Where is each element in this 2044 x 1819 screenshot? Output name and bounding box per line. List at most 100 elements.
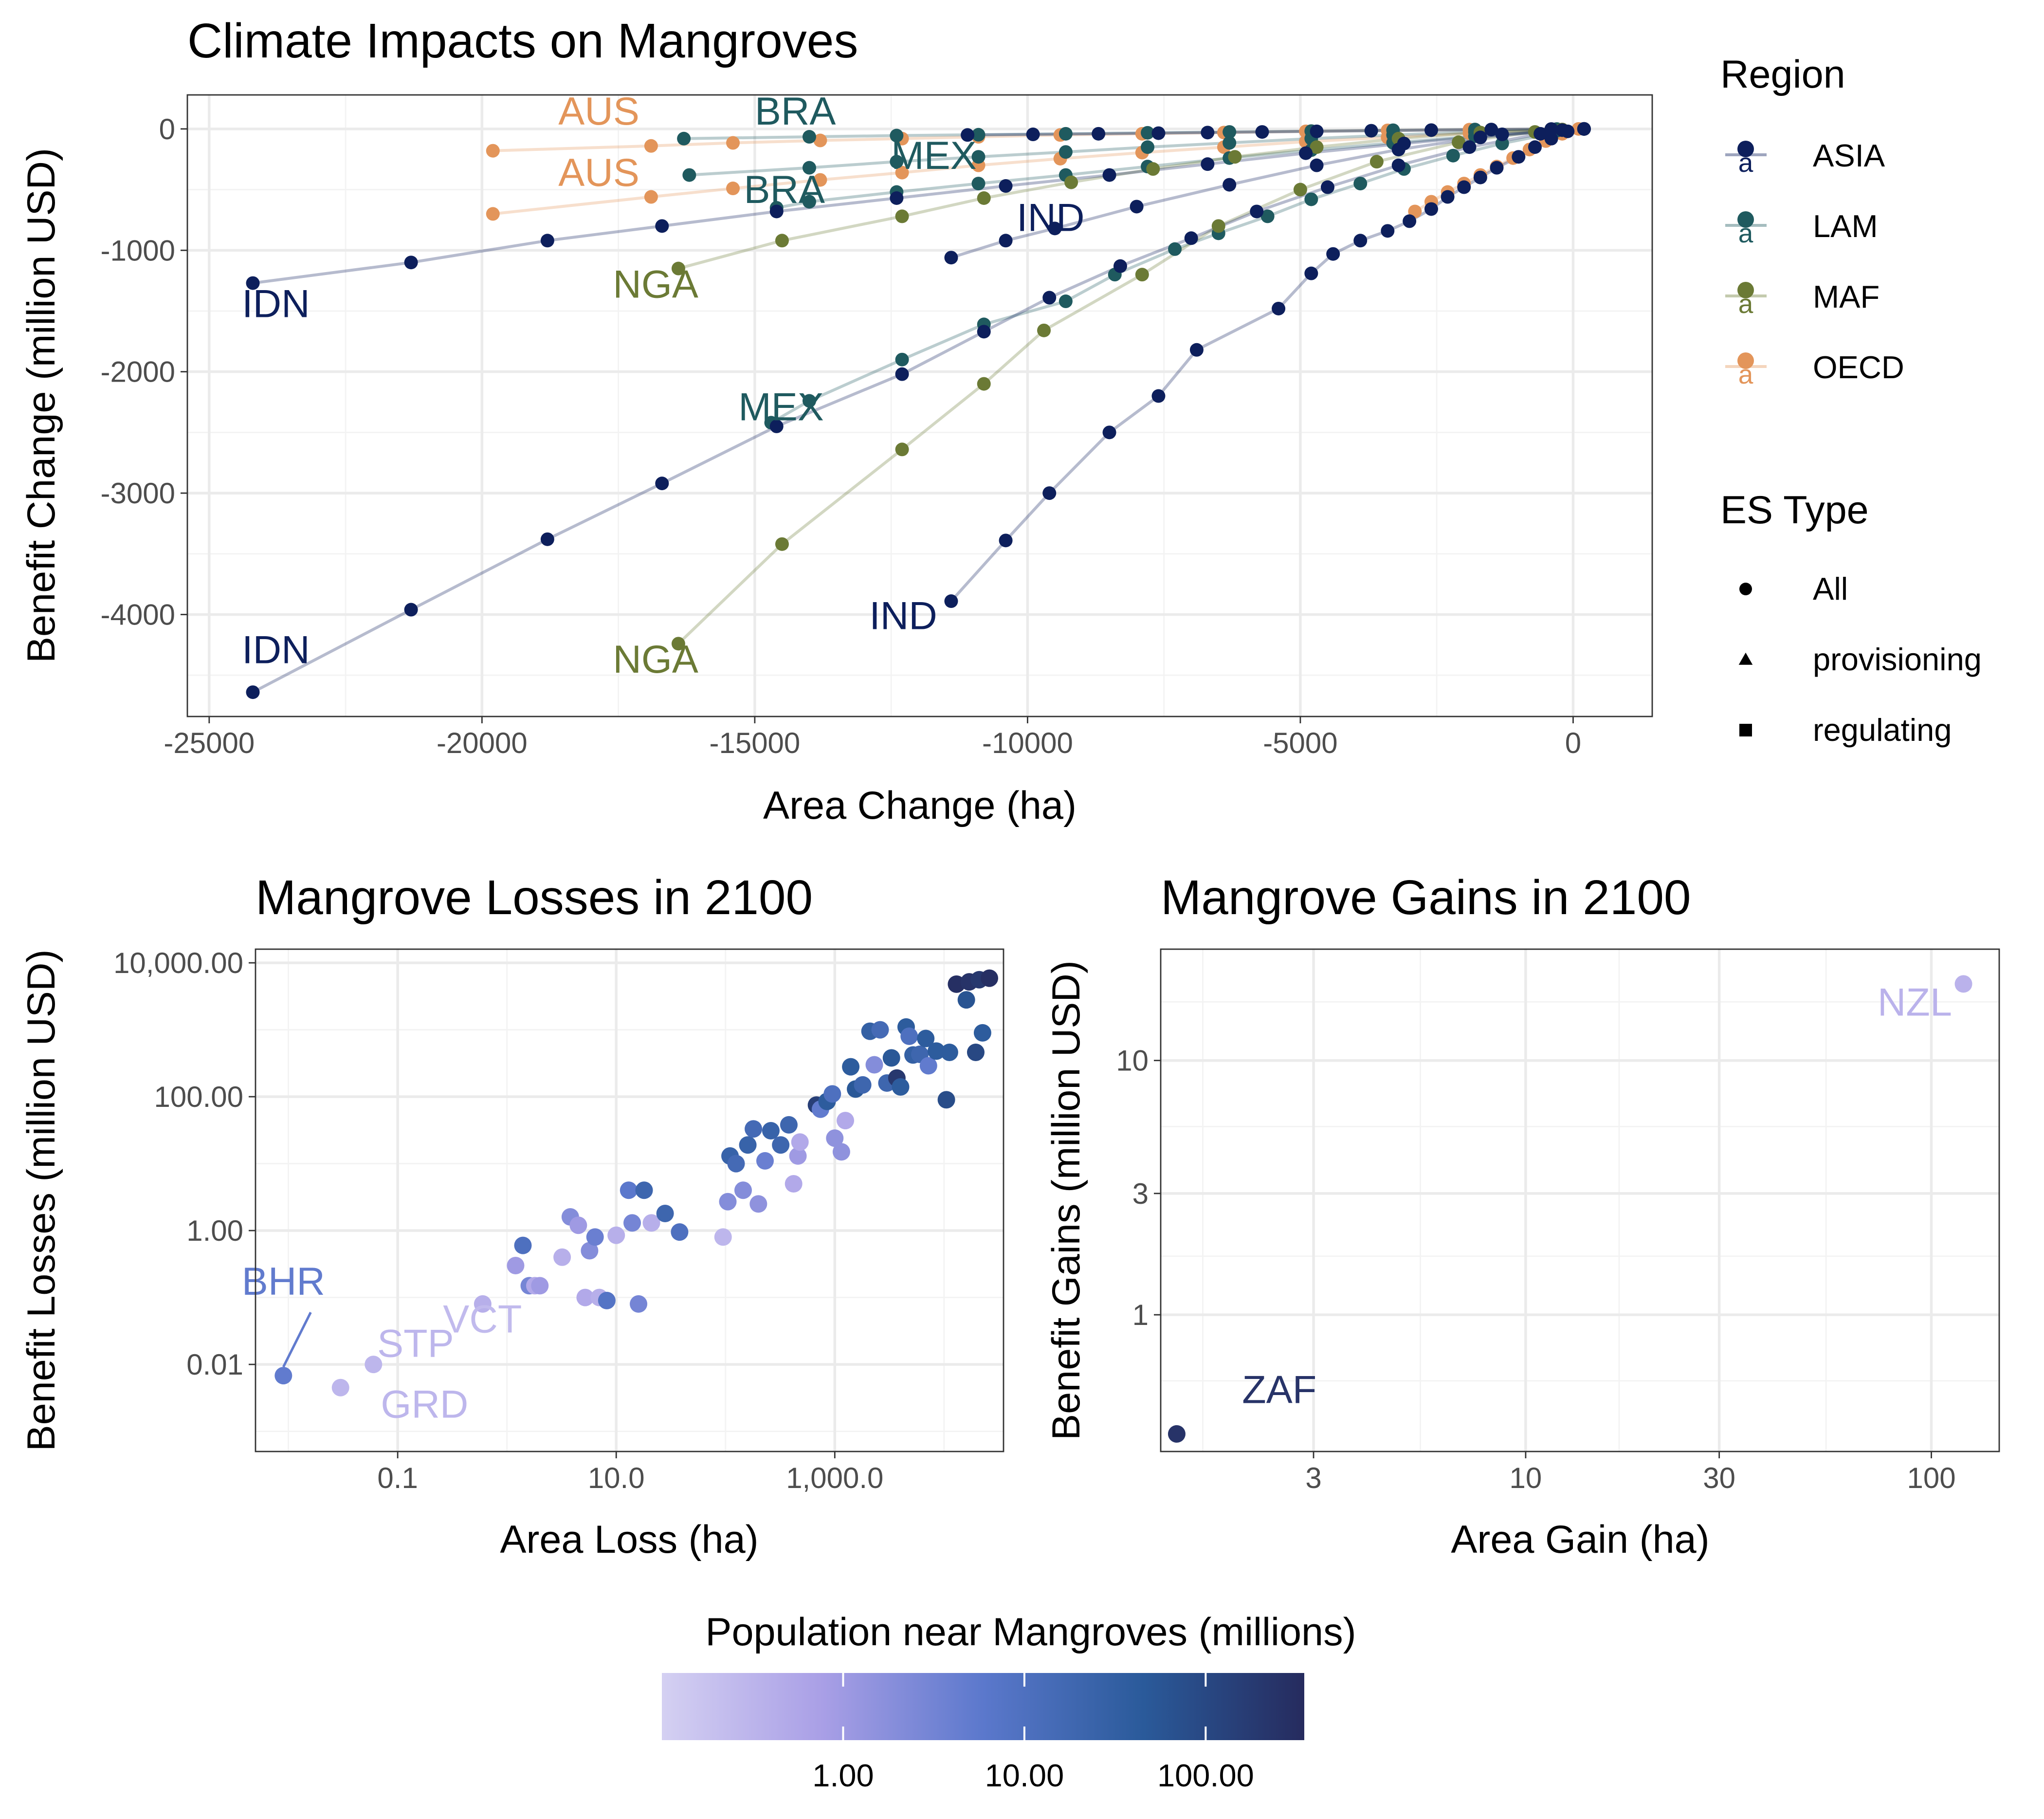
losses-data-point: [749, 1195, 767, 1213]
country-label: IND: [869, 594, 937, 638]
data-point-asia: [1424, 123, 1438, 137]
losses-data-point: [900, 1027, 918, 1045]
losses-data-point: [630, 1295, 648, 1313]
top-chart-points: [246, 122, 1591, 699]
losses-data-point: [531, 1277, 549, 1295]
gains-x-tick-label: 3: [1305, 1462, 1321, 1494]
data-point-lam: [1168, 242, 1182, 256]
gains-country-label: ZAF: [1242, 1368, 1316, 1412]
top-x-tick-label: -10000: [982, 727, 1073, 759]
losses-data-point: [474, 1295, 492, 1313]
data-point-asia: [769, 204, 784, 219]
data-point-oecd: [895, 165, 909, 180]
region-key-swatch-oecd: [1737, 352, 1754, 369]
gains-chart-axes: 3 10 30 100 1 3 10: [1116, 1045, 1955, 1494]
losses-data-point: [917, 1029, 935, 1047]
country-label: BRA: [755, 90, 836, 133]
losses-data-point: [598, 1291, 616, 1309]
data-point-lam: [1223, 125, 1237, 139]
losses-chart-title: Mangrove Losses in 2100: [256, 870, 813, 925]
losses-data-point: [734, 1181, 752, 1199]
data-point-asia: [1495, 128, 1509, 142]
data-point-asia: [1403, 214, 1417, 228]
region-key-swatch-lam: [1737, 211, 1754, 228]
series-line-lam: [770, 127, 1585, 424]
country-label: AUS: [558, 151, 639, 195]
losses-data-point: [331, 1378, 349, 1396]
country-label: NGA: [613, 638, 698, 681]
data-point-maf: [775, 537, 789, 551]
data-point-asia: [404, 603, 418, 617]
losses-data-point: [927, 1042, 945, 1060]
data-point-lam: [1446, 148, 1460, 163]
gains-y-tick-label: 1: [1132, 1299, 1149, 1331]
data-point-maf: [1228, 150, 1242, 164]
data-point-lam: [1353, 177, 1368, 191]
region-key-letter: a: [1738, 289, 1753, 319]
losses-data-point: [892, 1078, 910, 1096]
data-point-lam: [1141, 140, 1155, 154]
data-point-asia: [999, 179, 1013, 193]
data-point-maf: [1211, 219, 1225, 233]
data-point-maf: [895, 209, 909, 223]
es-key-label: All: [1813, 571, 1848, 606]
gains-data-point: [1168, 1425, 1186, 1443]
data-point-lam: [677, 131, 691, 146]
data-point-lam: [682, 168, 696, 182]
data-point-asia: [1304, 266, 1318, 280]
data-point-oecd: [813, 173, 827, 187]
colorbar-tick-label: 10.00: [985, 1758, 1064, 1793]
data-point-asia: [1473, 170, 1487, 184]
colorbar-title: Population near Mangroves (millions): [705, 1610, 1356, 1654]
data-point-asia: [1201, 126, 1215, 140]
data-point-asia: [1326, 247, 1340, 261]
losses-data-point: [957, 991, 975, 1009]
losses-y-tick-label: 0.01: [186, 1348, 243, 1381]
region-key-letter: a: [1738, 359, 1753, 389]
gains-chart-y-axis-title: Benefit Gains (million USD): [1044, 960, 1088, 1440]
losses-data-point: [789, 1147, 807, 1165]
data-point-asia: [1473, 130, 1487, 145]
losses-data-point: [553, 1248, 571, 1266]
gains-country-label: NZL: [1878, 981, 1952, 1025]
data-point-lam: [1058, 294, 1073, 309]
data-point-asia: [1353, 234, 1368, 248]
data-point-lam: [1058, 127, 1073, 141]
data-point-asia: [961, 128, 975, 142]
data-point-asia: [1255, 125, 1269, 139]
country-label: MEX: [738, 385, 824, 429]
losses-country-label: STP: [377, 1322, 454, 1365]
data-point-lam: [802, 195, 816, 209]
data-point-maf: [671, 637, 685, 651]
data-point-asia: [1250, 204, 1264, 219]
data-point-oecd: [726, 136, 740, 150]
losses-data-point: [576, 1288, 594, 1306]
data-point-lam: [802, 161, 816, 175]
data-point-asia: [1102, 168, 1116, 182]
data-point-asia: [1201, 157, 1215, 171]
data-point-asia: [890, 191, 904, 205]
losses-data-point: [714, 1228, 732, 1246]
es-type-legend-title: ES Type: [1720, 488, 1869, 532]
losses-data-point: [586, 1228, 604, 1246]
data-point-asia: [655, 219, 669, 233]
data-point-asia: [1544, 122, 1558, 136]
data-point-asia: [769, 419, 784, 433]
data-point-maf: [1310, 140, 1324, 154]
losses-data-point: [671, 1223, 689, 1241]
losses-label-leader: [282, 1311, 312, 1368]
top-chart-grid: [187, 95, 1652, 717]
gains-x-tick-label: 30: [1703, 1462, 1735, 1494]
losses-country-label: GRD: [381, 1383, 468, 1427]
data-point-asia: [1026, 128, 1040, 142]
data-point-asia: [1151, 389, 1166, 403]
data-point-asia: [1223, 178, 1237, 192]
data-point-maf: [1452, 135, 1466, 149]
data-point-asia: [1299, 146, 1313, 160]
region-key-label: LAM: [1813, 208, 1878, 244]
data-point-lam: [971, 177, 986, 191]
data-point-oecd: [486, 144, 500, 158]
data-point-lam: [890, 129, 904, 143]
